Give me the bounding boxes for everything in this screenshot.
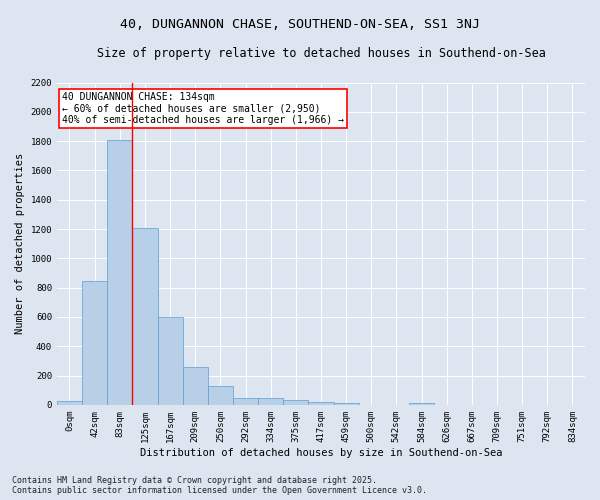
Bar — [208, 386, 233, 405]
Bar — [133, 228, 158, 405]
Bar — [57, 401, 82, 405]
Bar — [233, 398, 258, 405]
X-axis label: Distribution of detached houses by size in Southend-on-Sea: Distribution of detached houses by size … — [140, 448, 502, 458]
Y-axis label: Number of detached properties: Number of detached properties — [15, 153, 25, 334]
Text: Contains HM Land Registry data © Crown copyright and database right 2025.
Contai: Contains HM Land Registry data © Crown c… — [12, 476, 427, 495]
Bar — [182, 368, 208, 405]
Bar — [107, 140, 133, 405]
Bar — [258, 398, 283, 405]
Bar — [283, 400, 308, 405]
Bar — [334, 404, 359, 405]
Bar — [82, 281, 107, 405]
Bar — [158, 317, 182, 405]
Text: 40 DUNGANNON CHASE: 134sqm
← 60% of detached houses are smaller (2,950)
40% of s: 40 DUNGANNON CHASE: 134sqm ← 60% of deta… — [62, 92, 344, 126]
Bar — [308, 402, 334, 405]
Bar — [409, 402, 434, 405]
Title: Size of property relative to detached houses in Southend-on-Sea: Size of property relative to detached ho… — [97, 48, 545, 60]
Text: 40, DUNGANNON CHASE, SOUTHEND-ON-SEA, SS1 3NJ: 40, DUNGANNON CHASE, SOUTHEND-ON-SEA, SS… — [120, 18, 480, 30]
